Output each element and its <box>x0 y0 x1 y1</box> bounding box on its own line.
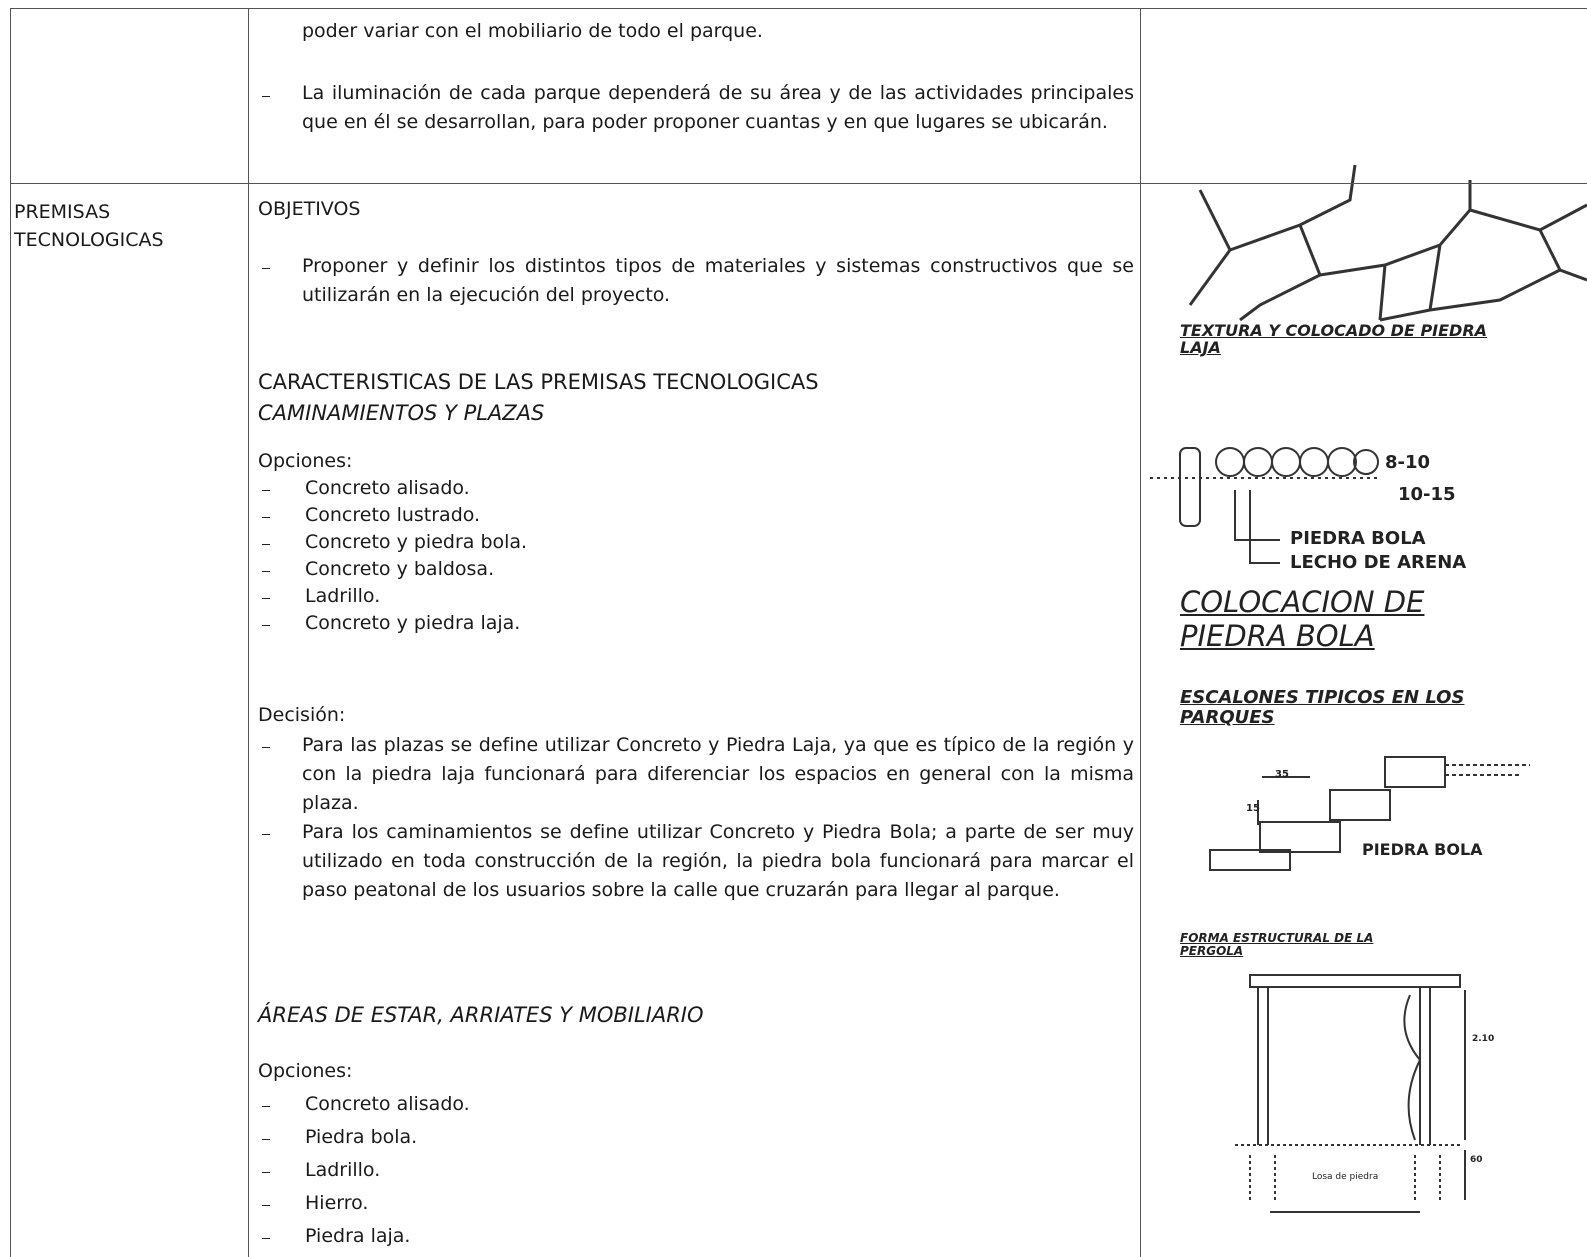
figure-label: PIEDRA BOLA <box>1290 528 1426 549</box>
subheading: CAMINAMIENTOS Y PLAZAS <box>258 401 545 425</box>
stone-texture <box>1188 164 1587 322</box>
option-item: Concreto lustrado. <box>305 504 481 526</box>
figure-label: 10-15 <box>1398 484 1456 505</box>
subheading: ÁREAS DE ESTAR, ARRIATES Y MOBILIARIO <box>258 1003 704 1027</box>
figure-label: PIEDRA BOLA <box>1362 840 1483 859</box>
option-item: Hierro. <box>305 1192 369 1214</box>
steps-drawing <box>1209 756 1530 871</box>
bullet <box>262 571 270 572</box>
paragraph: Para los caminamientos se define utiliza… <box>302 821 1134 901</box>
figure-label: Losa de piedra <box>1312 1172 1379 1182</box>
paragraph: poder variar con el mobiliario de todo e… <box>302 20 763 42</box>
heading: Decisión: <box>258 704 346 726</box>
figure-label: 60 <box>1470 1155 1483 1165</box>
option-item: Ladrillo. <box>305 585 381 607</box>
heading: CARACTERISTICAS DE LAS PREMISAS TECNOLOG… <box>258 370 819 394</box>
paragraph: Proponer y definir los distintos tipos d… <box>302 255 1134 306</box>
option-item: Ladrillo. <box>305 1159 381 1181</box>
figure-label: 8-10 <box>1385 452 1431 473</box>
bullet <box>262 490 270 491</box>
option-item: Concreto alisado. <box>305 1093 470 1115</box>
paragraph: La iluminación de cada parque dependerá … <box>302 82 1134 133</box>
bullet <box>262 517 270 518</box>
option-item: Piedra bola. <box>305 1126 418 1148</box>
bullet <box>262 544 270 545</box>
figure-label: 2.10 <box>1472 1034 1495 1044</box>
paragraph: Para las plazas se define utilizar Concr… <box>302 734 1134 814</box>
heading: OBJETIVOS <box>258 198 361 220</box>
bullet <box>262 1172 270 1173</box>
option-item: Concreto y baldosa. <box>305 558 495 580</box>
heading: Opciones: <box>258 450 353 472</box>
option-item: Concreto y piedra bola. <box>305 531 528 553</box>
figure-label: 35 <box>1275 769 1289 780</box>
figure-caption: ESCALONES TIPICOS EN LOS PARQUES <box>1180 687 1465 728</box>
figure-caption: FORMA ESTRUCTURAL DE LA PERGOLA <box>1180 931 1374 958</box>
figure-label: LECHO DE ARENA <box>1290 552 1467 573</box>
figure-label: 15 <box>1246 803 1260 814</box>
table-border <box>1140 8 1141 1257</box>
bullet <box>262 1205 270 1206</box>
option-item: Concreto y piedra laja. <box>305 612 521 634</box>
bullet <box>262 625 270 626</box>
pebble-row <box>1150 447 1380 564</box>
bullet <box>262 598 270 599</box>
table-border <box>10 183 1587 184</box>
bullet <box>262 747 270 748</box>
bullet <box>262 268 270 269</box>
option-item: Piedra laja. <box>305 1225 411 1247</box>
bullet <box>262 1238 270 1239</box>
figure-caption: COLOCACION DE PIEDRA BOLA <box>1180 585 1425 653</box>
table-border <box>248 8 249 1257</box>
row-label: PREMISAS TECNOLOGICAS <box>14 201 164 251</box>
table-border <box>10 8 1587 9</box>
figure-caption: TEXTURA Y COLOCADO DE PIEDRA LAJA <box>1180 321 1488 357</box>
option-item: Concreto alisado. <box>305 477 470 499</box>
bullet <box>262 96 270 97</box>
heading: Opciones: <box>258 1060 353 1082</box>
bullet <box>262 1139 270 1140</box>
bullet <box>262 1106 270 1107</box>
bullet <box>262 834 270 835</box>
pergola-drawing <box>1235 974 1466 1213</box>
table-border <box>10 8 11 1257</box>
